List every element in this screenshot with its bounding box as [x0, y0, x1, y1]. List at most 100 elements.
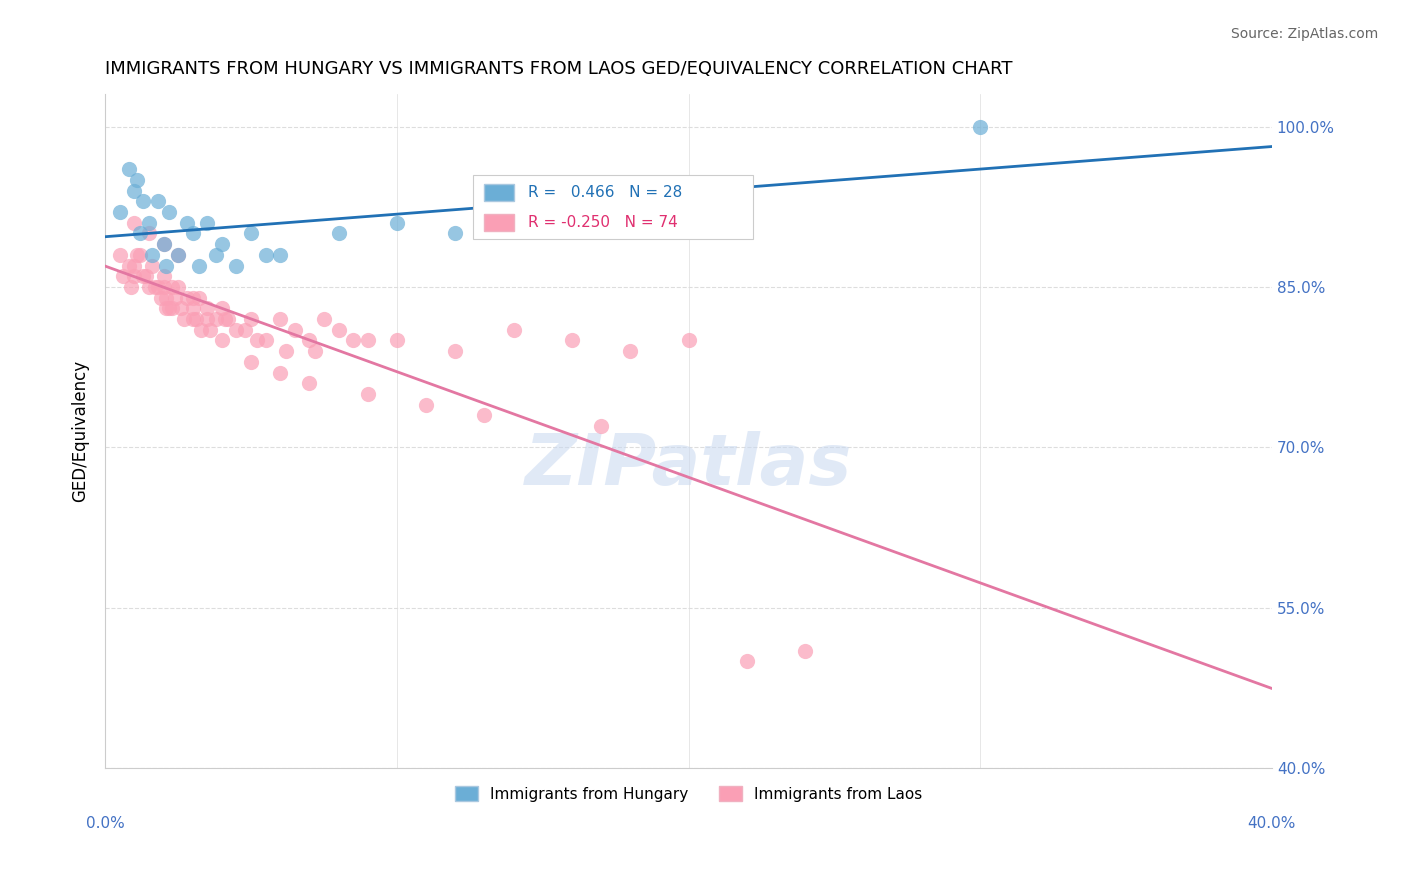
- Point: [132, 194, 155, 209]
- Point: [211, 334, 233, 348]
- Point: [155, 301, 177, 316]
- Point: [205, 248, 228, 262]
- Point: [385, 334, 408, 348]
- Point: [108, 248, 131, 262]
- Point: [141, 259, 163, 273]
- Point: [176, 216, 198, 230]
- Point: [138, 227, 160, 241]
- Point: [561, 334, 583, 348]
- Point: [117, 259, 139, 273]
- Point: [135, 269, 157, 284]
- Point: [165, 291, 187, 305]
- Point: [619, 344, 641, 359]
- Point: [152, 237, 174, 252]
- Point: [269, 248, 291, 262]
- Point: [173, 312, 195, 326]
- Point: [969, 120, 991, 134]
- Point: [240, 227, 263, 241]
- FancyBboxPatch shape: [485, 184, 513, 201]
- Point: [155, 259, 177, 273]
- Point: [124, 184, 146, 198]
- Point: [415, 398, 437, 412]
- Point: [195, 216, 218, 230]
- Point: [129, 227, 152, 241]
- Point: [181, 312, 204, 326]
- Point: [269, 366, 291, 380]
- Point: [474, 409, 496, 423]
- Point: [187, 291, 209, 305]
- Point: [157, 301, 180, 316]
- Point: [240, 312, 263, 326]
- Text: R =   0.466   N = 28: R = 0.466 N = 28: [527, 185, 682, 200]
- Point: [121, 280, 143, 294]
- Point: [342, 334, 364, 348]
- FancyBboxPatch shape: [485, 214, 513, 231]
- Point: [146, 194, 169, 209]
- Point: [162, 280, 184, 294]
- Point: [304, 344, 326, 359]
- Point: [132, 269, 155, 284]
- Text: R = -0.250   N = 74: R = -0.250 N = 74: [527, 215, 678, 230]
- Point: [146, 280, 169, 294]
- Point: [195, 312, 218, 326]
- Point: [184, 312, 207, 326]
- Text: IMMIGRANTS FROM HUNGARY VS IMMIGRANTS FROM LAOS GED/EQUIVALENCY CORRELATION CHAR: IMMIGRANTS FROM HUNGARY VS IMMIGRANTS FR…: [105, 60, 1012, 78]
- Point: [127, 248, 149, 262]
- Point: [589, 419, 612, 434]
- Text: 40.0%: 40.0%: [1247, 816, 1296, 831]
- Point: [211, 237, 233, 252]
- Point: [211, 301, 233, 316]
- Point: [181, 301, 204, 316]
- Point: [167, 280, 190, 294]
- Point: [269, 312, 291, 326]
- FancyBboxPatch shape: [472, 176, 752, 239]
- Point: [152, 269, 174, 284]
- Point: [225, 323, 247, 337]
- Point: [328, 227, 350, 241]
- Point: [794, 643, 817, 657]
- Point: [254, 334, 277, 348]
- Point: [217, 312, 239, 326]
- Point: [152, 237, 174, 252]
- Point: [162, 301, 184, 316]
- Point: [152, 280, 174, 294]
- Point: [444, 344, 467, 359]
- Point: [124, 216, 146, 230]
- Point: [246, 334, 269, 348]
- Point: [167, 248, 190, 262]
- Point: [143, 280, 166, 294]
- Point: [735, 654, 758, 668]
- Text: 0.0%: 0.0%: [86, 816, 125, 831]
- Point: [195, 301, 218, 316]
- Point: [284, 323, 307, 337]
- Y-axis label: GED/Equivalency: GED/Equivalency: [72, 360, 89, 502]
- Point: [357, 334, 380, 348]
- Point: [170, 301, 193, 316]
- Point: [111, 269, 134, 284]
- Point: [117, 162, 139, 177]
- Point: [298, 376, 321, 391]
- Point: [678, 334, 700, 348]
- Legend: Immigrants from Hungary, Immigrants from Laos: Immigrants from Hungary, Immigrants from…: [449, 780, 928, 808]
- Point: [181, 227, 204, 241]
- Point: [385, 216, 408, 230]
- Point: [141, 248, 163, 262]
- Point: [225, 259, 247, 273]
- Point: [233, 323, 256, 337]
- Text: Source: ZipAtlas.com: Source: ZipAtlas.com: [1230, 27, 1378, 41]
- Point: [108, 205, 131, 219]
- Point: [149, 291, 172, 305]
- Point: [127, 173, 149, 187]
- Point: [138, 216, 160, 230]
- Point: [502, 323, 524, 337]
- Point: [205, 312, 228, 326]
- Point: [298, 334, 321, 348]
- Point: [240, 355, 263, 369]
- Point: [155, 291, 177, 305]
- Point: [129, 248, 152, 262]
- Point: [312, 312, 335, 326]
- Point: [200, 323, 222, 337]
- Point: [187, 259, 209, 273]
- Point: [214, 312, 236, 326]
- Point: [190, 323, 212, 337]
